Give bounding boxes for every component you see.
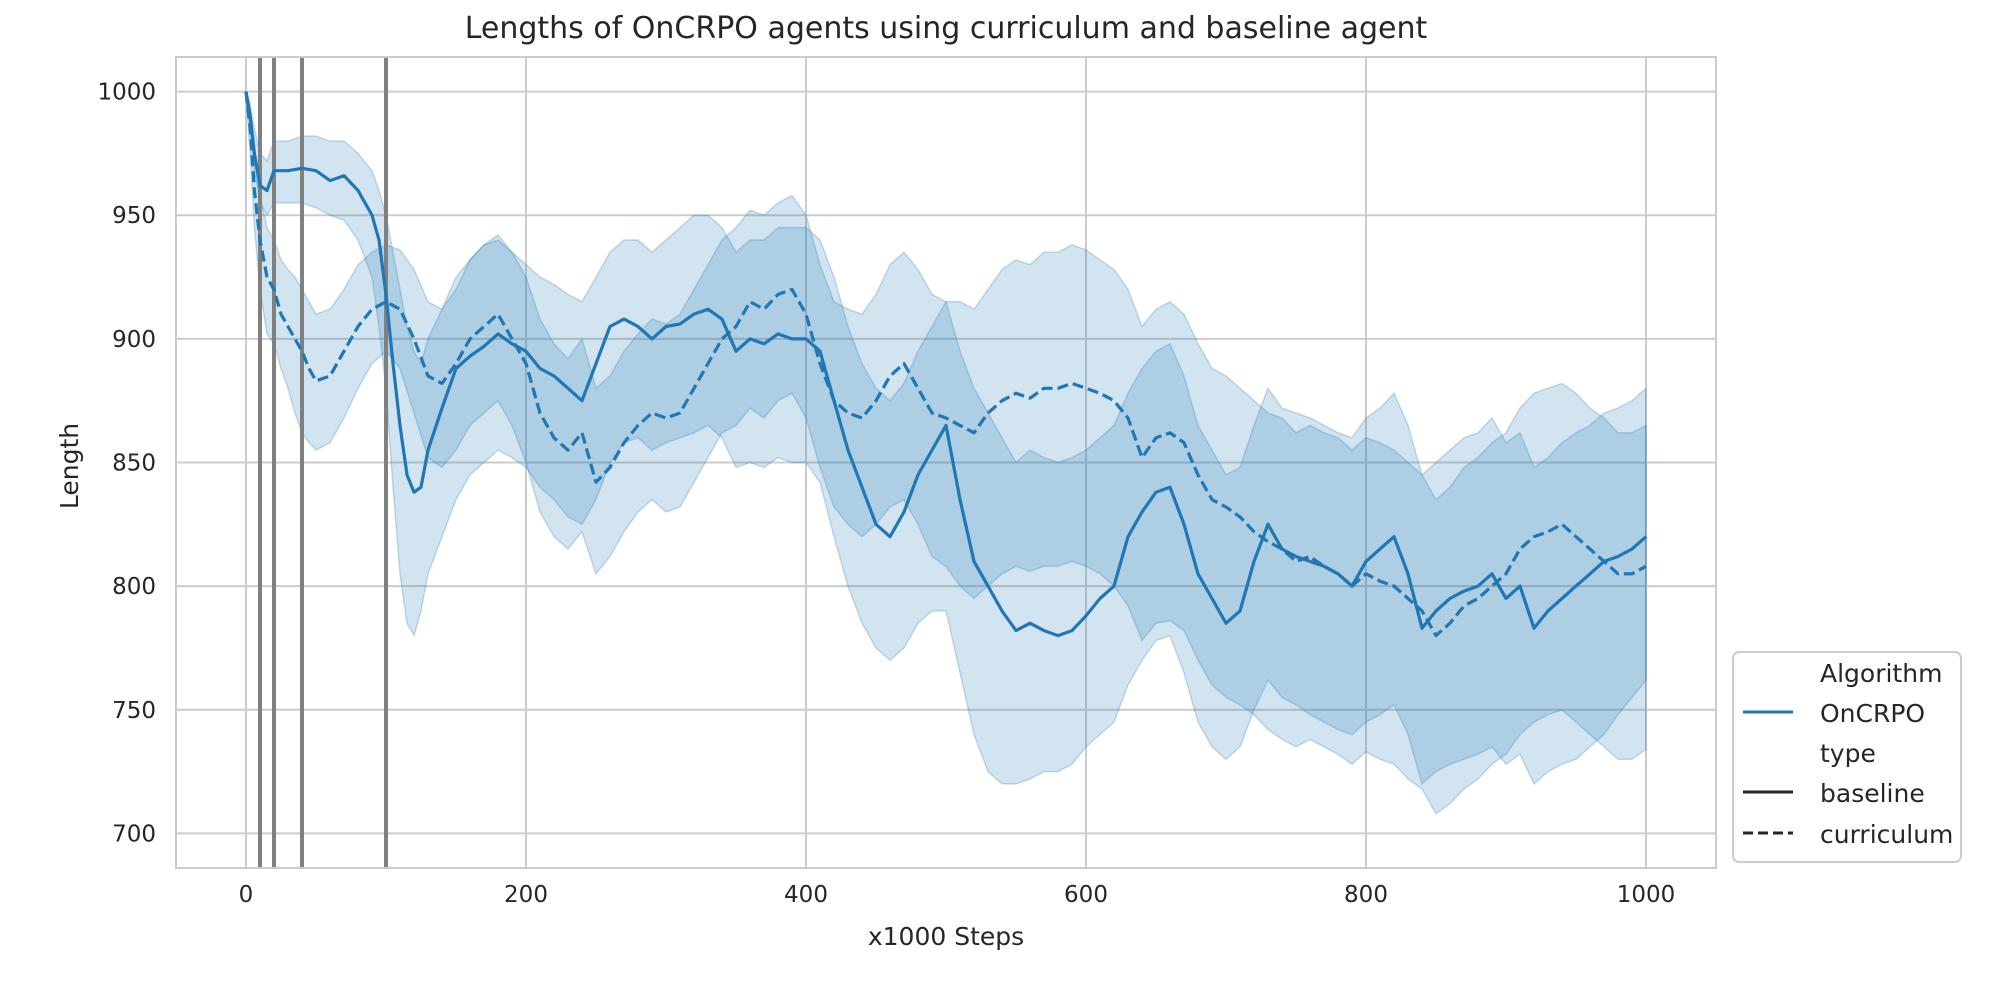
y-tick-label: 950 xyxy=(112,203,156,229)
legend-entry-oncrpo: OnCRPO xyxy=(1820,699,1925,728)
ci-band-curriculum xyxy=(245,91,1647,815)
series-line-baseline xyxy=(244,91,1648,638)
ci-band-baseline xyxy=(245,91,1647,786)
x-tick-label: 400 xyxy=(784,882,828,908)
y-tick-label: 900 xyxy=(112,327,156,353)
y-tick-label: 700 xyxy=(112,821,156,847)
y-axis-label: Length xyxy=(55,423,84,509)
legend-box xyxy=(1732,651,1962,863)
curriculum-markers xyxy=(258,57,388,868)
y-tick-label: 750 xyxy=(112,698,156,724)
chart-title: Lengths of OnCRPO agents using curriculu… xyxy=(465,11,1428,46)
x-axis-label: x1000 Steps xyxy=(868,922,1024,951)
legend: Algorithm OnCRPO type baseline curriculu… xyxy=(1732,651,1962,863)
series-line-curriculum xyxy=(244,91,1647,638)
y-tick-label: 850 xyxy=(112,451,156,477)
legend-title-algorithm: Algorithm xyxy=(1820,659,1942,688)
legend-entry-baseline: baseline xyxy=(1820,779,1925,808)
x-tick-label: 800 xyxy=(1344,882,1388,908)
grid xyxy=(176,57,1716,868)
x-tick-label: 0 xyxy=(239,882,254,908)
x-axis-ticks: 0 200 400 600 800 1000 xyxy=(239,882,1676,908)
plot-frame xyxy=(175,56,1717,869)
x-tick-label: 1000 xyxy=(1617,882,1676,908)
y-axis-ticks: 700 750 800 850 900 950 1000 xyxy=(97,80,156,848)
x-tick-label: 600 xyxy=(1064,882,1108,908)
legend-entry-curriculum: curriculum xyxy=(1820,820,1953,849)
series-lines xyxy=(244,91,1648,638)
y-tick-label: 1000 xyxy=(97,80,156,106)
x-tick-label: 200 xyxy=(504,882,548,908)
legend-title-type: type xyxy=(1820,739,1876,768)
y-tick-label: 800 xyxy=(112,574,156,600)
confidence-bands xyxy=(245,91,1647,815)
